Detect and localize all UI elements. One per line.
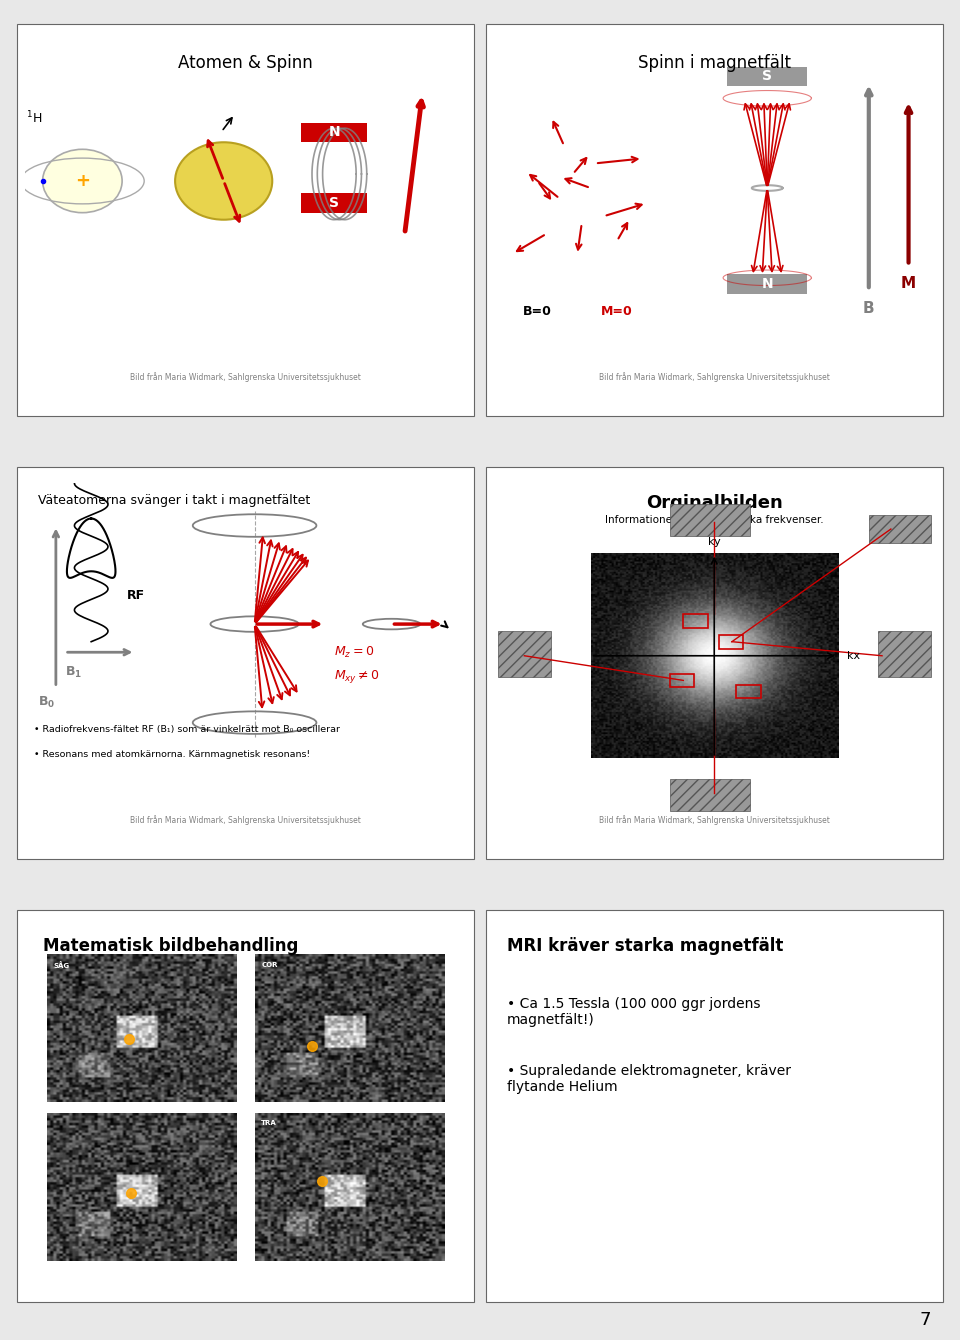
Text: MRI kräver starka magnetfält: MRI kräver starka magnetfält <box>507 937 783 955</box>
Bar <box>728 67 807 86</box>
Text: Väteatomerna svänger i takt i magnetfältet: Väteatomerna svänger i takt i magnetfält… <box>38 494 310 507</box>
Bar <box>498 631 551 677</box>
Text: RF: RF <box>127 590 145 603</box>
Text: • Ca 1.5 Tessla (100 000 ggr jordens
magnetfält!): • Ca 1.5 Tessla (100 000 ggr jordens mag… <box>507 997 760 1026</box>
Text: +: + <box>75 172 90 190</box>
Circle shape <box>42 149 122 213</box>
Text: ky: ky <box>708 536 721 547</box>
Bar <box>670 504 750 536</box>
Text: 7: 7 <box>920 1312 931 1329</box>
Text: $^{1}$H: $^{1}$H <box>26 110 42 126</box>
Text: • Supraledande elektromagneter, kräver
flytande Helium: • Supraledande elektromagneter, kräver f… <box>507 1064 791 1093</box>
Text: $M_{xy} \neq 0$: $M_{xy} \neq 0$ <box>334 669 380 685</box>
Text: • Radiofrekvens-fältet RF (B₁) som är vinkelrätt mot B₀ oscillerar: • Radiofrekvens-fältet RF (B₁) som är vi… <box>34 725 340 734</box>
Bar <box>728 275 807 293</box>
Text: Bild från Maria Widmark, Sahlgrenska Universitetssjukhuset: Bild från Maria Widmark, Sahlgrenska Uni… <box>131 815 361 824</box>
Bar <box>736 685 760 698</box>
Circle shape <box>175 142 273 220</box>
Text: Informationen kärnornas olika frekvenser.: Informationen kärnornas olika frekvenser… <box>605 515 824 525</box>
Bar <box>301 123 367 142</box>
Text: COR: COR <box>261 962 277 967</box>
Text: S: S <box>762 70 772 83</box>
Text: Bild från Maria Widmark, Sahlgrenska Universitetssjukhuset: Bild från Maria Widmark, Sahlgrenska Uni… <box>599 371 829 382</box>
Bar <box>877 631 930 677</box>
Text: M=0: M=0 <box>601 304 633 318</box>
Text: Matematisk bildbehandling: Matematisk bildbehandling <box>42 937 298 955</box>
Text: B=0: B=0 <box>523 304 552 318</box>
Bar <box>719 635 743 649</box>
Text: TRA: TRA <box>261 1120 277 1126</box>
Text: N: N <box>328 126 340 139</box>
Text: B: B <box>863 300 875 316</box>
Text: Orginalbilden: Orginalbilden <box>646 494 782 512</box>
Bar <box>684 614 708 627</box>
Text: kx: kx <box>847 651 860 661</box>
Text: $\mathbf{B_1}$: $\mathbf{B_1}$ <box>64 665 82 679</box>
Text: • Resonans med atomkärnorna. Kärnmagnetisk resonans!: • Resonans med atomkärnorna. Kärnmagneti… <box>34 750 310 758</box>
Text: Spinn i magnetfält: Spinn i magnetfält <box>637 55 791 72</box>
Text: Bild från Maria Widmark, Sahlgrenska Universitetssjukhuset: Bild från Maria Widmark, Sahlgrenska Uni… <box>131 371 361 382</box>
Text: S: S <box>329 196 339 210</box>
Bar <box>869 515 930 543</box>
Text: M: M <box>901 276 916 291</box>
Text: N: N <box>761 277 773 291</box>
Text: $\mathbf{B_0}$: $\mathbf{B_0}$ <box>38 694 56 710</box>
Text: SÅG: SÅG <box>54 962 70 969</box>
Bar <box>670 779 750 811</box>
Text: Bild från Maria Widmark, Sahlgrenska Universitetssjukhuset: Bild från Maria Widmark, Sahlgrenska Uni… <box>599 815 829 824</box>
Text: Atomen & Spinn: Atomen & Spinn <box>179 55 313 72</box>
Text: $M_z= 0$: $M_z= 0$ <box>334 645 374 659</box>
Bar <box>670 674 694 687</box>
Bar <box>301 193 367 213</box>
